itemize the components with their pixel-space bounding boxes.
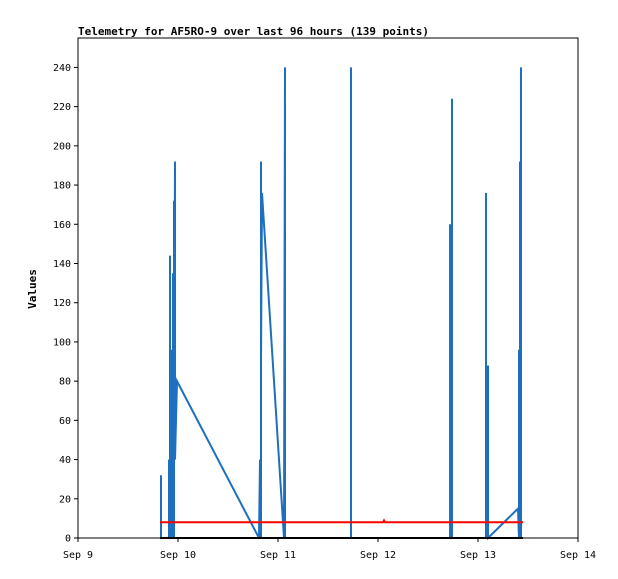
series-line-3: [160, 518, 523, 524]
x-tick-label: Sep 13: [460, 550, 496, 561]
y-tick-label: 180: [53, 181, 71, 192]
x-tick-label: Sep 10: [160, 550, 196, 561]
y-tick-label: 0: [65, 534, 71, 545]
x-tick-label: Sep 12: [360, 550, 396, 561]
y-tick-label: 140: [53, 259, 71, 270]
y-tick-label: 120: [53, 298, 71, 309]
y-tick-label: 160: [53, 220, 71, 231]
x-tick-label: Sep 9: [63, 550, 93, 561]
chart-title: Telemetry for AF5RO-9 over last 96 hours…: [78, 25, 429, 38]
y-tick-label: 200: [53, 141, 71, 152]
y-tick-label: 100: [53, 337, 71, 348]
x-axis: Sep 9 Sep 10 Sep 11 Sep 12 Sep 13 Sep 14: [63, 538, 596, 561]
y-axis-label: Values: [26, 269, 39, 309]
y-tick-label: 60: [59, 416, 71, 427]
y-tick-label: 20: [59, 494, 71, 505]
series-line-1: [160, 67, 522, 541]
x-tick-label: Sep 14: [560, 550, 596, 561]
y-axis: 0 20 40 60 80 100 120 140 160 180 200 220 240: [53, 63, 78, 545]
series-layer: [160, 67, 523, 541]
y-tick-label: 80: [59, 377, 71, 388]
y-tick-label: 240: [53, 63, 71, 74]
x-tick-label: Sep 11: [260, 550, 296, 561]
y-tick-label: 40: [59, 455, 71, 466]
y-tick-label: 220: [53, 102, 71, 113]
plot-frame: [77, 37, 579, 539]
